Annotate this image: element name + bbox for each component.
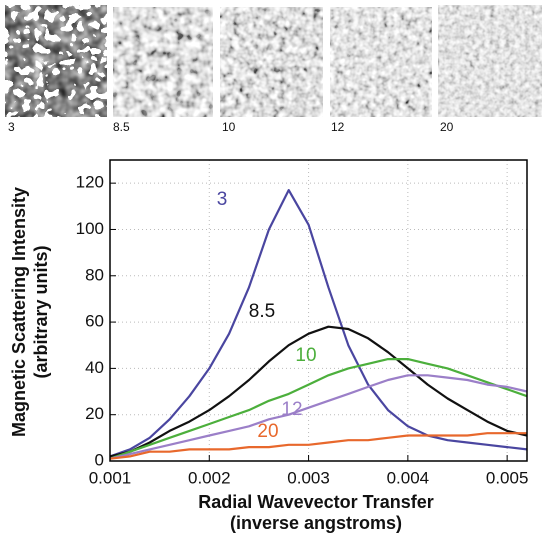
domain-image bbox=[220, 7, 323, 117]
y-tick-label: 0 bbox=[95, 450, 104, 469]
x-tick-label: 0.002 bbox=[188, 468, 231, 487]
series-line bbox=[109, 374, 528, 460]
plot-frame bbox=[109, 159, 528, 462]
series-line bbox=[109, 189, 528, 458]
image-caption: 8.5 bbox=[113, 120, 130, 134]
y-axis-label: (arbitrary units) bbox=[31, 245, 51, 378]
domain-images bbox=[5, 5, 542, 117]
y-tick-label: 100 bbox=[76, 219, 104, 238]
series-line bbox=[109, 358, 528, 460]
y-axis-label: Magnetic Scattering Intensity bbox=[9, 187, 29, 437]
image-caption: 10 bbox=[222, 120, 236, 134]
series-line bbox=[109, 325, 528, 458]
y-tick-label: 120 bbox=[76, 173, 104, 192]
y-tick-label: 20 bbox=[85, 404, 104, 423]
domain-image bbox=[438, 5, 542, 117]
y-tick-label: 60 bbox=[85, 312, 104, 331]
image-caption: 20 bbox=[440, 120, 454, 134]
domain-image bbox=[113, 7, 213, 117]
x-tick-label: 0.005 bbox=[486, 468, 529, 487]
image-caption: 12 bbox=[331, 120, 345, 134]
x-axis-label: Radial Wavevector Transfer bbox=[198, 492, 433, 512]
image-caption: 3 bbox=[8, 120, 15, 134]
y-tick-label: 40 bbox=[85, 358, 104, 377]
plot-area bbox=[110, 160, 527, 461]
series-line bbox=[109, 432, 527, 460]
series-label: 8.5 bbox=[249, 301, 275, 322]
series-label: 10 bbox=[295, 345, 316, 366]
domain-image bbox=[330, 7, 432, 117]
x-axis-label: (inverse angstroms) bbox=[230, 513, 402, 533]
series-label: 3 bbox=[217, 189, 228, 210]
series-label: 20 bbox=[257, 421, 278, 442]
x-tick-label: 0.004 bbox=[387, 468, 430, 487]
domain-image bbox=[5, 5, 107, 117]
x-tick-label: 0.001 bbox=[89, 468, 132, 487]
series-label: 12 bbox=[281, 399, 302, 420]
y-tick-label: 80 bbox=[85, 265, 104, 284]
x-tick-label: 0.003 bbox=[287, 468, 330, 487]
